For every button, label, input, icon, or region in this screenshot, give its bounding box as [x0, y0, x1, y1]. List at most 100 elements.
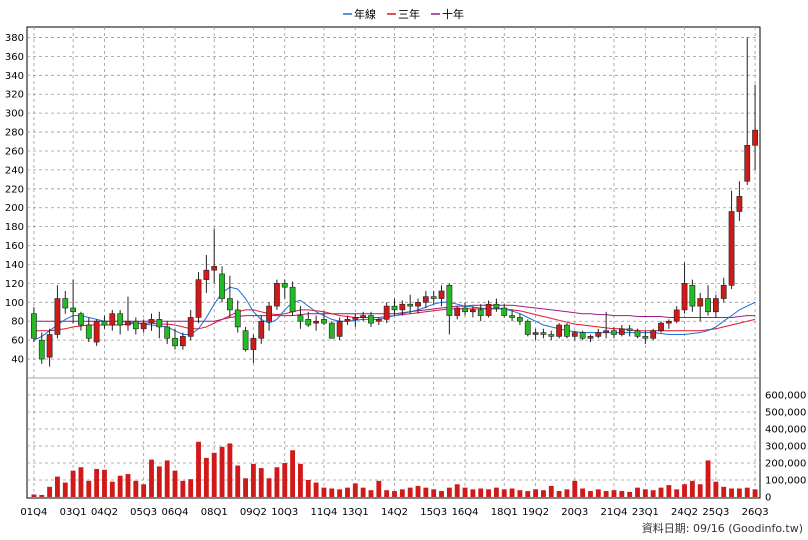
- candle: [78, 311, 84, 331]
- volume-bar: [70, 470, 76, 497]
- candle-body: [446, 284, 453, 316]
- chart-legend: 年線 三年 十年: [343, 7, 464, 21]
- candle: [579, 330, 586, 341]
- candle-body: [258, 320, 265, 339]
- candle: [415, 298, 421, 314]
- candle-body: [93, 320, 100, 343]
- volume-bar: [595, 489, 601, 497]
- x-tick-label: 06Q4: [162, 507, 189, 518]
- candle: [46, 328, 53, 367]
- candle-body: [618, 328, 625, 335]
- candle-body: [125, 320, 131, 326]
- volume-bar: [250, 463, 256, 497]
- volume-tick-label: 600,000: [765, 391, 806, 402]
- volume-bar: [705, 460, 711, 497]
- volume-bar: [619, 491, 625, 497]
- plot-area: [26, 26, 761, 499]
- candle: [399, 300, 406, 316]
- volume-bar: [47, 486, 53, 497]
- candle-body: [31, 313, 37, 339]
- candle: [556, 323, 562, 339]
- volume-bar: [729, 488, 734, 497]
- candle: [642, 330, 649, 344]
- candle-body: [391, 305, 398, 311]
- volume-bar: [439, 491, 444, 497]
- candle-body: [250, 337, 257, 350]
- volume-bar: [125, 474, 131, 497]
- volume-bar: [31, 494, 37, 497]
- volume-bar: [478, 488, 484, 497]
- volume-bar: [682, 484, 687, 497]
- volume-bar: [219, 446, 225, 497]
- x-tick-label: 20Q3: [561, 507, 588, 518]
- candle-body: [383, 305, 390, 320]
- candle: [305, 311, 312, 327]
- candle: [407, 294, 414, 314]
- volume-bar: [78, 467, 84, 497]
- price-tick-label: 320: [5, 90, 24, 101]
- volume-tick-label: 200,000: [765, 459, 806, 470]
- candle-body: [642, 336, 649, 339]
- volume-bar: [470, 489, 476, 497]
- price-tick-label: 60: [11, 336, 24, 347]
- candle: [281, 279, 288, 299]
- x-tick-label: 23Q1: [632, 507, 659, 518]
- footer-date: 資料日期: 09/16 (Goodinfo.tw): [642, 521, 803, 535]
- candle: [509, 309, 515, 322]
- candle: [634, 328, 641, 339]
- price-axis: 40 60 80 100 120 140 160 180 200 220 240 260 280 300 3…: [5, 33, 24, 366]
- legend-label: 三年: [398, 7, 420, 21]
- x-tick-label: 14Q2: [381, 507, 408, 518]
- candle-body: [328, 322, 335, 339]
- volume-bar: [744, 487, 750, 497]
- candle-body: [375, 319, 382, 322]
- candle-body: [665, 320, 672, 324]
- candle-body: [564, 324, 570, 337]
- candle-body: [626, 328, 633, 332]
- volume-bar: [642, 489, 648, 497]
- volume-bar: [345, 487, 350, 497]
- volume-bar: [580, 488, 586, 497]
- x-tick-label: 05Q3: [130, 507, 157, 518]
- x-tick-label: 19Q2: [522, 507, 549, 518]
- candle-body: [140, 322, 147, 330]
- candle: [172, 328, 178, 350]
- x-tick-label: 24Q2: [671, 507, 698, 518]
- candle-body: [305, 319, 312, 326]
- volume-bar: [556, 491, 562, 497]
- x-tick-label: 26Q3: [742, 507, 769, 518]
- volume-bar: [423, 487, 429, 497]
- volume-axis: 0 100,000 200,000 300,000 400,000 500,000 600,…: [765, 391, 806, 504]
- volume-bar: [329, 488, 335, 497]
- candle: [493, 298, 500, 312]
- volume-bar: [149, 459, 154, 497]
- volume-bar: [666, 485, 672, 497]
- candle-body: [430, 296, 437, 299]
- legend-item: 十年: [431, 7, 464, 21]
- candle: [650, 328, 657, 341]
- candle-body: [697, 298, 704, 307]
- volume-bar: [525, 491, 531, 497]
- x-tick-label: 04Q2: [91, 507, 118, 518]
- volume-bar: [321, 487, 327, 497]
- volume-bar: [486, 489, 491, 497]
- volume-bar: [86, 480, 92, 497]
- x-tick-label: 15Q3: [420, 507, 447, 518]
- candle: [462, 302, 468, 316]
- price-tick-label: 220: [5, 184, 24, 195]
- volume-tick-label: 500,000: [765, 408, 806, 419]
- candle-body: [454, 307, 461, 316]
- candle-body: [164, 326, 171, 339]
- price-tick-label: 300: [5, 109, 24, 120]
- volume-bar: [188, 479, 194, 497]
- candle-body: [579, 332, 586, 339]
- candle: [611, 326, 617, 339]
- volume-bar: [274, 467, 280, 497]
- candle: [603, 311, 610, 339]
- candle: [618, 325, 625, 337]
- candle-body: [78, 313, 84, 326]
- candle-body: [720, 284, 727, 299]
- grid-lines: [27, 27, 760, 498]
- candle: [250, 334, 257, 363]
- candle-body: [587, 336, 594, 339]
